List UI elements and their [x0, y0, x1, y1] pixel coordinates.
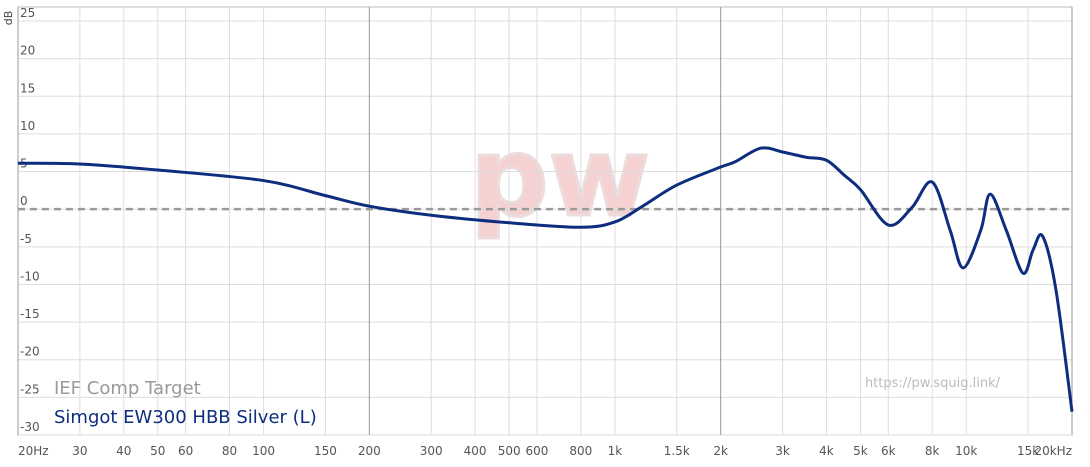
x-tick-label: 40 — [116, 444, 131, 458]
x-tick-label: 2k — [713, 444, 728, 458]
y-tick-label: -15 — [20, 307, 40, 321]
y-tick-label: -20 — [20, 345, 40, 359]
x-tick-label: 4k — [819, 444, 834, 458]
x-tick-label: 3k — [775, 444, 790, 458]
y-axis-label: dB — [2, 11, 15, 26]
legend-entry: IEF Comp Target — [54, 378, 201, 399]
y-tick-label: -10 — [20, 269, 40, 283]
x-tick-label: 8k — [925, 444, 940, 458]
y-tick-label: -5 — [20, 232, 32, 246]
x-tick-label: 400 — [464, 444, 487, 458]
y-tick-label: 0 — [20, 194, 28, 208]
legend-entry: Simgot EW300 HBB Silver (L) — [54, 407, 317, 428]
x-tick-label: 30 — [72, 444, 87, 458]
x-tick-label: 10k — [955, 444, 977, 458]
y-tick-label: -30 — [20, 420, 40, 434]
y-tick-label: 25 — [20, 6, 35, 20]
x-tick-label: 20Hz — [18, 444, 49, 458]
x-tick-label: 1.5k — [664, 444, 690, 458]
x-tick-label: 5k — [853, 444, 868, 458]
x-tick-label: 60 — [178, 444, 193, 458]
x-tick-label: 6k — [881, 444, 896, 458]
url: https://pw.squig.link/ — [865, 376, 1001, 391]
x-tick-label: 500 — [498, 444, 521, 458]
y-tick-label: 15 — [20, 81, 35, 95]
x-tick-label: 200 — [358, 444, 381, 458]
x-tick-label: 80 — [222, 444, 237, 458]
x-tick-label: 50 — [150, 444, 165, 458]
y-tick-label: -25 — [20, 382, 40, 396]
series-line — [17, 146, 1074, 412]
x-tick-label: 20kHz — [1034, 444, 1072, 458]
x-tick-label: 300 — [420, 444, 443, 458]
x-tick-label: 600 — [526, 444, 549, 458]
x-tick-label: 100 — [252, 444, 275, 458]
x-tick-label: 1k — [608, 444, 623, 458]
y-tick-label: 10 — [20, 119, 35, 133]
x-tick-label: 800 — [569, 444, 592, 458]
x-tick-label: 15k — [1017, 444, 1039, 458]
y-tick-label: 20 — [20, 44, 35, 58]
x-tick-label: 150 — [314, 444, 337, 458]
lines — [17, 146, 1074, 412]
